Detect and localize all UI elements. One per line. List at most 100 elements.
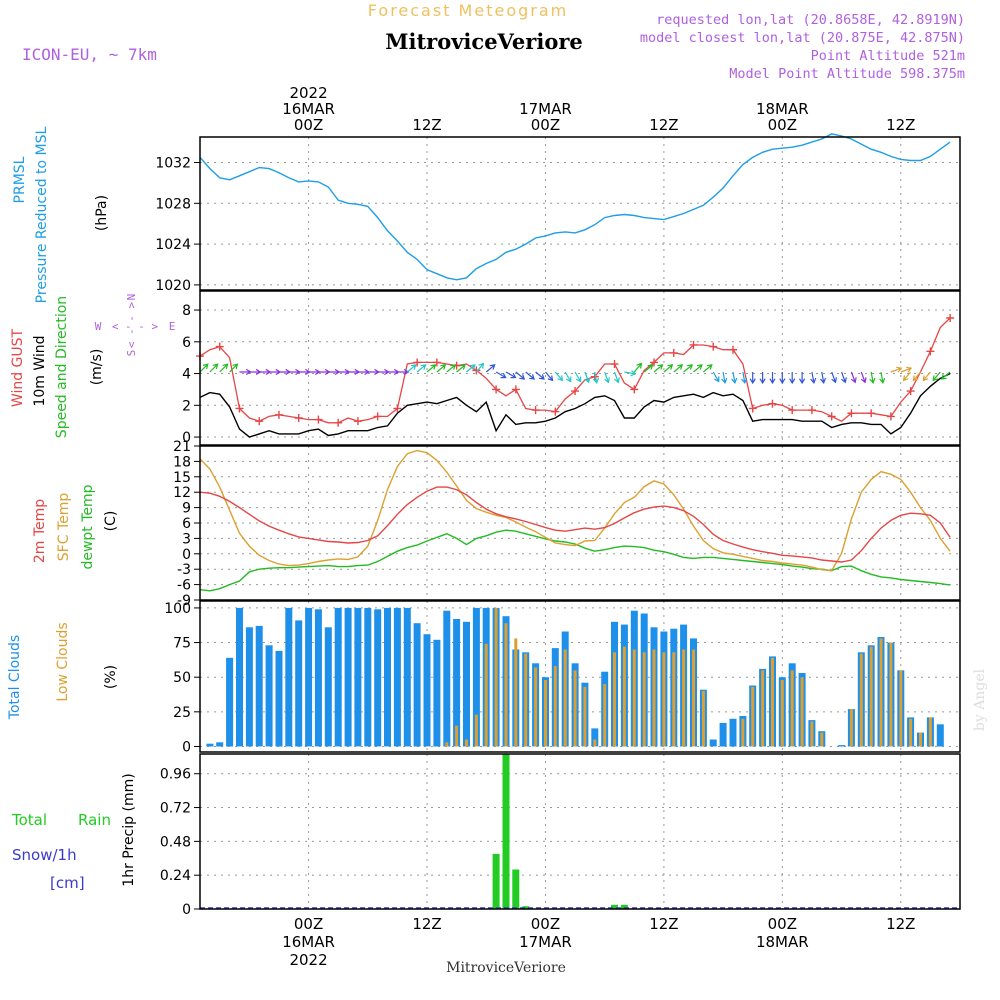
wind-arrow	[663, 364, 674, 373]
wind-arrow	[446, 364, 457, 373]
temp-unit: (C)	[103, 511, 119, 532]
wind-arrow	[673, 364, 684, 373]
rain-bar	[611, 904, 618, 909]
gust-marker	[709, 342, 718, 351]
wind-arrow	[890, 366, 903, 373]
y-tick-label: 21	[173, 439, 191, 455]
wind-arrow	[604, 371, 610, 384]
wind-arrow	[841, 371, 847, 384]
wind-arrow	[406, 364, 417, 373]
low-cloud-bar	[810, 721, 814, 747]
time-label-bottom: 12Z	[886, 915, 915, 933]
wind-arrow	[869, 371, 876, 384]
temp-dewpt-label: dewpt Temp	[80, 484, 96, 569]
low-cloud-bar	[455, 725, 459, 747]
temp-sfc-label: SFC Temp	[56, 493, 72, 562]
wind-arrow	[633, 362, 643, 373]
gust-marker	[768, 399, 777, 408]
total-cloud-bar	[344, 607, 352, 747]
wind-unit: (m/s)	[89, 349, 105, 386]
wind-gust-markers	[196, 313, 955, 427]
low-cloud-bar	[603, 684, 607, 747]
time-label-bottom: 00Z	[768, 915, 797, 933]
precip-bars	[492, 754, 628, 909]
low-cloud-bar	[780, 680, 784, 747]
precip-snow-label: Snow/1h	[12, 846, 77, 864]
time-label-top: 12Z	[412, 116, 441, 134]
time-label-top: 00Z	[294, 116, 323, 134]
y-tick-label: 100	[164, 601, 191, 617]
total-cloud-bar	[245, 627, 253, 747]
total-cloud-bar	[374, 609, 382, 747]
wind-arrow	[759, 372, 766, 385]
time-label-top: 2022	[289, 84, 327, 102]
low-cloud-bar	[534, 667, 538, 747]
total-cloud-bar	[334, 607, 342, 747]
cloud-frame	[199, 600, 961, 753]
footer-station: MitroviceVeriore	[446, 960, 566, 976]
y-tick-label: 6	[182, 516, 191, 532]
wind-arrow	[397, 368, 410, 376]
y-tick-label: 0.96	[160, 767, 191, 783]
wind-frame	[199, 290, 961, 446]
wind-arrow	[535, 371, 545, 380]
wind-arrow	[613, 371, 620, 384]
precip-snow-unit: [cm]	[50, 874, 85, 892]
pressure-gridlines	[200, 137, 960, 290]
wind-arrow	[850, 371, 857, 384]
low-cloud-bar	[573, 670, 577, 747]
low-cloud-bar	[771, 657, 774, 747]
total-cloud-bar	[384, 607, 391, 747]
low-cloud-bar	[553, 666, 557, 747]
precip-y-axis: 0 0.24 0.48 0.72 0.96	[160, 767, 200, 918]
point-altitude: Point Altitude 521m	[811, 48, 965, 64]
total-cloud-bar	[295, 620, 303, 747]
pressure-panel: 1020 1024 1028 1032 PRMSL Pressure Reduced …	[12, 126, 961, 303]
rain-bar	[492, 854, 500, 909]
wind-arrow	[798, 372, 806, 385]
gust-marker	[373, 412, 382, 421]
y-tick-label: 1028	[155, 196, 191, 212]
compass-west: W	[95, 320, 102, 333]
temperature-frame	[199, 445, 961, 601]
total-cloud-bar	[591, 728, 599, 747]
wind-arrow	[554, 371, 564, 382]
wind-arrow	[209, 363, 219, 373]
wind-arrow	[860, 371, 867, 384]
wind-arrow	[426, 364, 437, 373]
wind-arrow	[456, 364, 466, 373]
compass-south: S	[125, 350, 138, 357]
y-tick-label: 50	[173, 670, 191, 686]
wind-arrow	[912, 371, 921, 382]
low-cloud-bar	[652, 649, 656, 747]
sfc-temp-line	[199, 449, 951, 572]
low-cloud-bar	[445, 742, 449, 747]
total-cloud-bar	[433, 639, 441, 747]
wind-arrow	[475, 362, 485, 373]
precip-frame	[199, 753, 961, 910]
y-tick-label: 0	[182, 430, 191, 446]
compass-ns-arrow: < - - >	[125, 301, 138, 348]
y-tick-label: 8	[182, 303, 191, 319]
y-tick-label: 9	[182, 501, 191, 517]
time-label-top: 16MAR	[282, 100, 335, 118]
low-cloud-bar	[524, 653, 528, 747]
wind-arrow	[436, 364, 447, 373]
low-cloud-bar	[642, 652, 646, 747]
wind-arrow	[643, 364, 654, 373]
wind-direction-label: Speed and Direction	[54, 296, 70, 438]
total-cloud-bar	[275, 650, 283, 747]
total-cloud-bar	[393, 607, 401, 747]
total-cloud-bar	[423, 634, 431, 747]
wind-arrow	[545, 371, 554, 382]
low-cloud-bar	[692, 649, 695, 747]
low-cloud-bar	[899, 670, 903, 747]
y-tick-label: 3	[182, 531, 191, 547]
gust-marker	[689, 340, 698, 349]
wind-arrow	[416, 364, 427, 373]
time-label-top: 17MAR	[519, 100, 572, 118]
y-tick-label: 0	[182, 547, 191, 563]
